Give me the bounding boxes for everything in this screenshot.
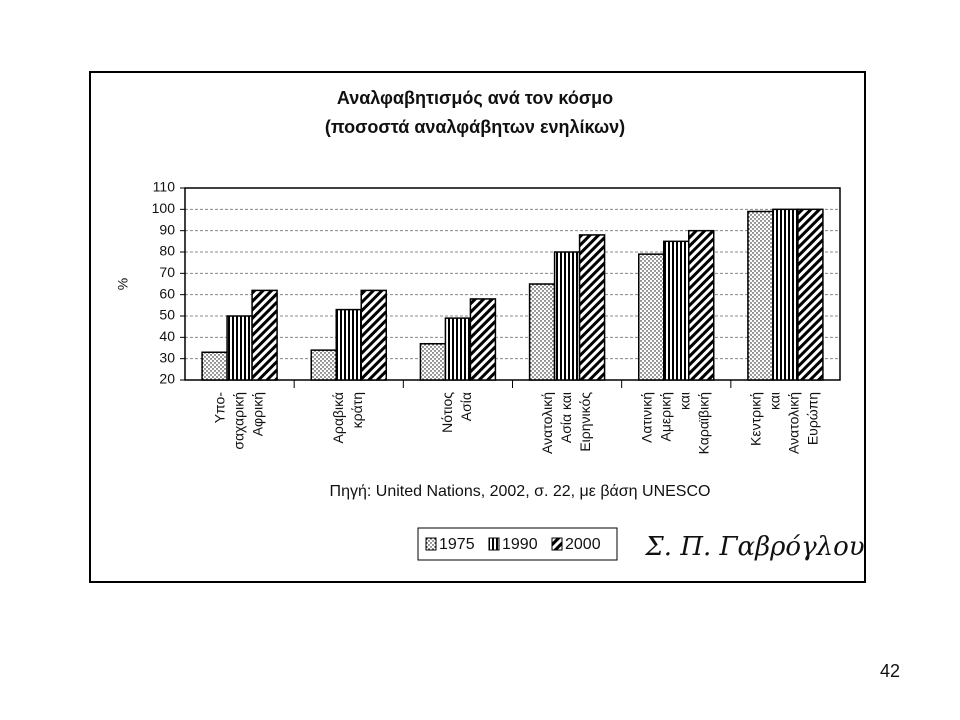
y-tick-label: 50 bbox=[159, 307, 175, 323]
y-axis-label: % bbox=[115, 278, 131, 290]
x-tick-label: Κεντρική bbox=[748, 392, 764, 446]
bar bbox=[335, 308, 362, 381]
legend-box bbox=[417, 527, 618, 561]
x-tick-label: Ειρηνικός bbox=[577, 392, 593, 452]
x-tick-label: Ανατολική bbox=[786, 392, 802, 454]
x-tick-label: Ασία και bbox=[558, 392, 574, 443]
bar bbox=[772, 208, 799, 381]
y-tick-label: 70 bbox=[159, 264, 175, 280]
x-tick-label: Αραβικά bbox=[330, 392, 346, 443]
bar bbox=[578, 234, 606, 381]
x-tick-label: και bbox=[767, 392, 783, 410]
bar bbox=[419, 342, 447, 381]
x-tick-label: Υπο- bbox=[211, 392, 227, 424]
x-tick-label: και bbox=[676, 392, 692, 410]
x-tick-label: Αμερική bbox=[657, 392, 673, 442]
bar bbox=[638, 253, 665, 381]
bar bbox=[663, 240, 690, 381]
bar bbox=[226, 315, 253, 381]
bar bbox=[201, 351, 228, 381]
y-tick-label: 80 bbox=[159, 243, 175, 259]
x-tick-label: Ευρώπη bbox=[805, 392, 821, 445]
legend-swatch bbox=[425, 537, 437, 551]
y-tick-label: 20 bbox=[159, 371, 175, 387]
bar bbox=[310, 349, 337, 381]
x-tick-label: Αφρική bbox=[249, 392, 265, 436]
y-tick-label: 90 bbox=[159, 221, 175, 237]
bar bbox=[528, 283, 556, 381]
x-tick-label: Καραϊβική bbox=[695, 392, 711, 454]
x-tick-label: Λατινική bbox=[638, 392, 654, 443]
bar bbox=[747, 210, 774, 381]
legend-swatch bbox=[488, 537, 500, 551]
chart-subtitle: (ποσοστά αναλφάβητων ενηλίκων) bbox=[325, 117, 625, 137]
legend-label: 1990 bbox=[502, 536, 538, 553]
chart-frame bbox=[89, 71, 866, 583]
bar bbox=[797, 208, 824, 381]
x-tick-label: κράτη bbox=[349, 392, 365, 428]
legend-label: 2000 bbox=[565, 536, 601, 553]
y-tick-label: 30 bbox=[159, 349, 175, 365]
bar bbox=[251, 289, 278, 381]
x-tick-label: Ασία bbox=[458, 392, 474, 421]
source: Πηγή: United Nations, 2002, σ. 22, με βά… bbox=[330, 483, 711, 500]
signature: Σ. Π. Γαβρόγλου bbox=[644, 532, 864, 562]
bar bbox=[360, 289, 387, 381]
bar bbox=[469, 298, 497, 381]
x-tick-label: σαχαρική bbox=[230, 392, 246, 450]
y-tick-label: 60 bbox=[159, 285, 175, 301]
chart-title: Αναλφαβητισμός ανά τον κόσμο bbox=[337, 88, 613, 108]
legend-swatch bbox=[551, 537, 563, 551]
bar bbox=[688, 229, 715, 381]
bar bbox=[553, 251, 581, 381]
bar bbox=[444, 317, 472, 381]
y-tick-label: 110 bbox=[153, 179, 176, 195]
x-tick-label: Νότιος bbox=[439, 392, 455, 433]
y-tick-label: 100 bbox=[152, 200, 176, 216]
legend-label: 1975 bbox=[439, 536, 475, 553]
x-tick-label: Ανατολική bbox=[539, 392, 555, 454]
page-number: 42 bbox=[880, 661, 900, 681]
plot-area bbox=[184, 187, 841, 381]
y-tick-label: 40 bbox=[159, 328, 175, 344]
